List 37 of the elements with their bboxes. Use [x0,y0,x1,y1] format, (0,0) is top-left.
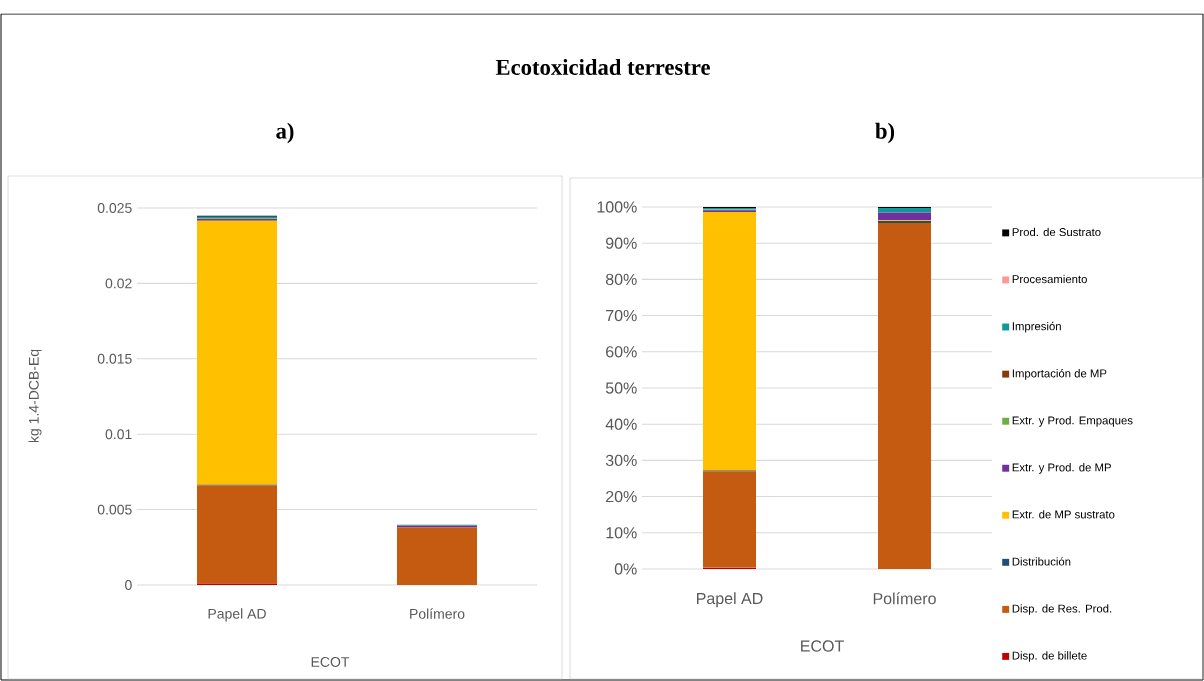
y-tick-label: 20% [606,490,637,503]
y-tick-label: 100% [597,201,637,213]
x-axis-title: ECOT [801,640,844,652]
y-tick-label: 0% [614,563,637,575]
legend-label: Impresión [1012,321,1061,333]
text: Ecotoxicidad terrestre [495,59,710,75]
y-tick-label: 30% [605,454,637,467]
y-tick-label: 50% [605,382,637,394]
legend-label: Extr. y Prod. Empaques [1012,416,1133,427]
y-tick-label: 70% [606,309,637,322]
y-axis-title: kg 1.4-DCB-Eq [28,349,42,443]
legend-label: Disp. de Res. Prod. [1012,604,1112,615]
chart-title: b) [875,122,895,144]
legend-label: Extr. de MP sustrato [1012,510,1115,519]
y-tick-label: 60% [606,346,637,358]
chart-subtitle: a) [276,122,294,144]
x-tick-label: Papel AD [208,608,266,622]
y-tick-label: 0.02 [105,278,132,289]
y-tick-label: 0.01 [105,429,132,440]
x-tick-label: Polímero [873,592,936,605]
legend-label: Importación de MP [1012,368,1107,380]
y-tick-label: 80% [605,273,637,286]
legend-label: Distribución [1012,557,1071,566]
y-tick-label: 0 [125,580,132,590]
y-tick-label: 0.005 [97,504,132,515]
y-tick-label: 90% [606,237,637,249]
legend-label: Disp. de billete [1012,651,1087,662]
legend-label: Prod. de Sustrato [1012,227,1101,237]
legend-label: Procesamiento [1012,274,1087,284]
y-tick-label: 0.015 [97,353,132,364]
x-axis-title: ECOT [311,657,350,667]
y-tick-label: 10% [606,527,637,539]
legend-label: Extr. y Prod. de MP [1012,463,1111,474]
y-tick-label: 40% [605,418,637,430]
x-tick-label: Papel AD [697,592,763,608]
y-tick-label: 0.025 [97,203,132,213]
x-tick-label: Polímero [410,608,465,619]
